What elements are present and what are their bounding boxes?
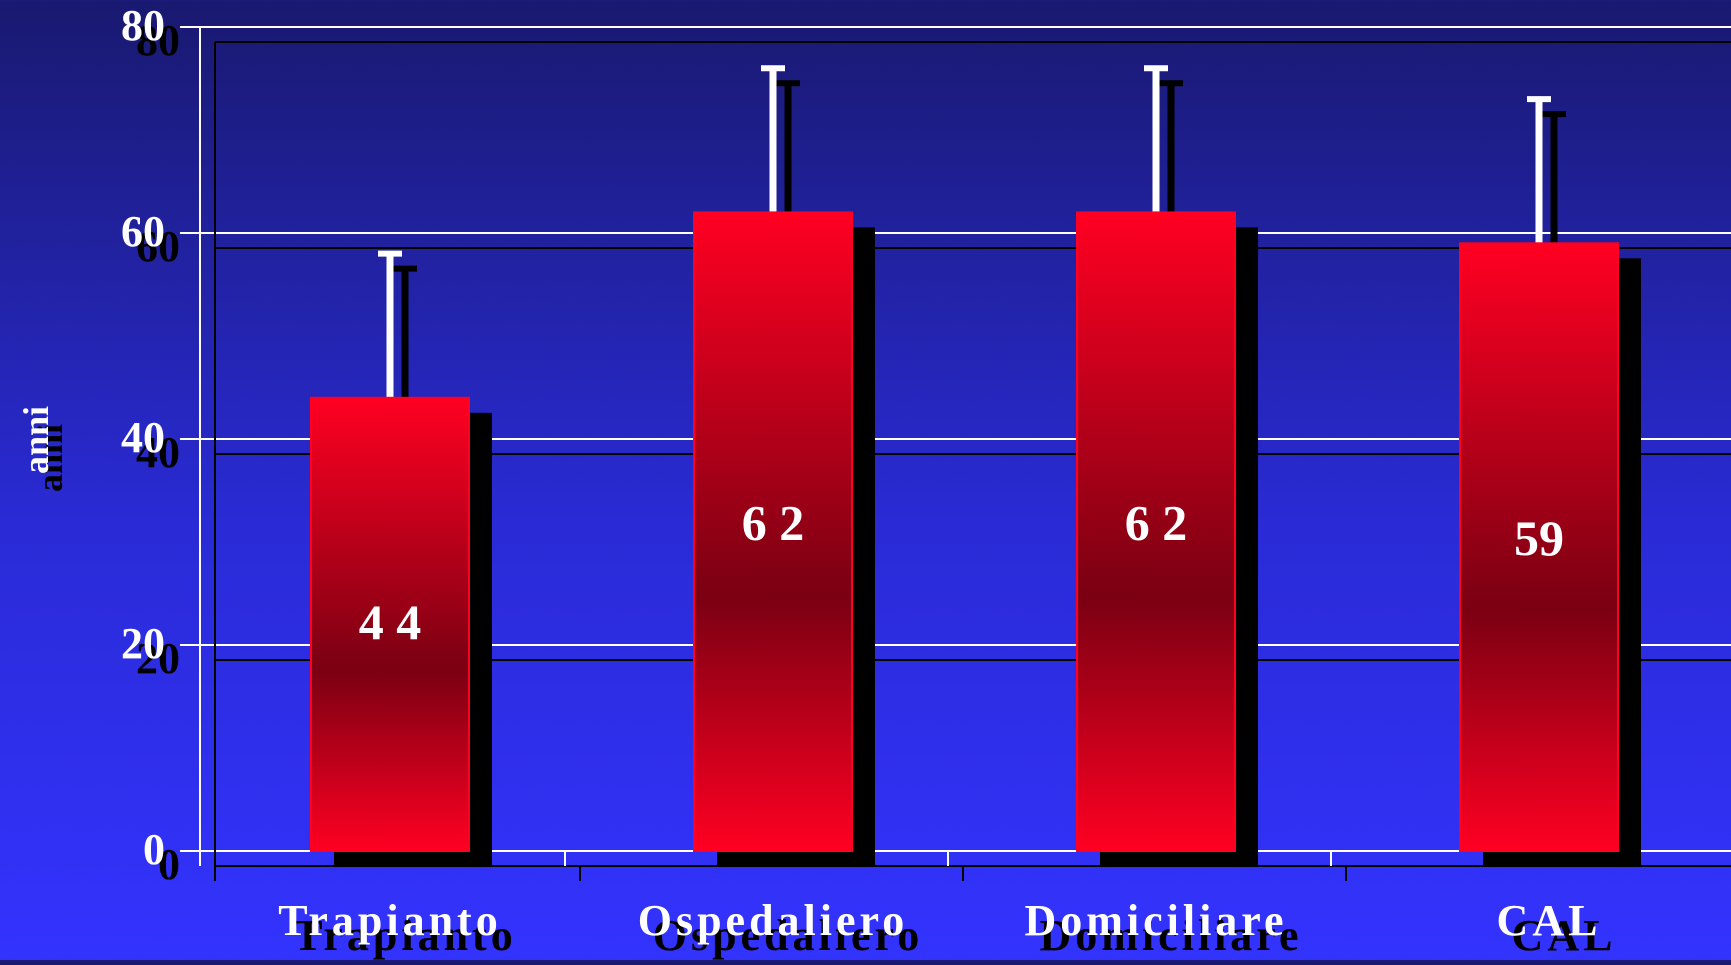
x-tick-label: Ospedaliero [638,896,909,945]
x-tick-label-shadow: Domiciliare [1039,911,1302,960]
bar [310,396,470,852]
x-tick-label: CAL [1497,896,1602,945]
x-tick-label-shadow: Trapianto [293,911,516,960]
y-tick-label: 20 [121,619,165,668]
y-tick-label-shadow: 80 [136,16,180,65]
x-tick-label-shadow: CAL [1512,911,1617,960]
y-axis-title-shadow: anni [30,424,70,492]
y-tick-label: 60 [121,207,165,256]
y-tick-label: 0 [143,825,165,874]
bar [693,211,853,852]
bar [1076,211,1236,852]
bar-value-label: 6 2 [742,495,805,551]
y-tick-label-shadow: 20 [136,634,180,683]
x-tick-label: Domiciliare [1024,896,1287,945]
bars-layer: 4 4 6 2 6 2 59 [310,65,1641,866]
x-tick-label-shadow: Ospedaliero [653,911,924,960]
y-tick-label-shadow: 40 [136,428,180,477]
y-tick-label-shadow: 60 [136,222,180,271]
y-tick-label: 80 [121,1,165,50]
y-tick-label: 40 [121,413,165,462]
bar-value-label: 6 2 [1125,495,1188,551]
y-axis-title: anni [16,406,56,474]
bar-value-label: 59 [1514,510,1564,566]
bar [1459,242,1619,853]
bar-value-label: 4 4 [359,594,422,650]
x-tick-label: Trapianto [278,896,501,945]
y-tick-label-shadow: 0 [158,840,180,889]
